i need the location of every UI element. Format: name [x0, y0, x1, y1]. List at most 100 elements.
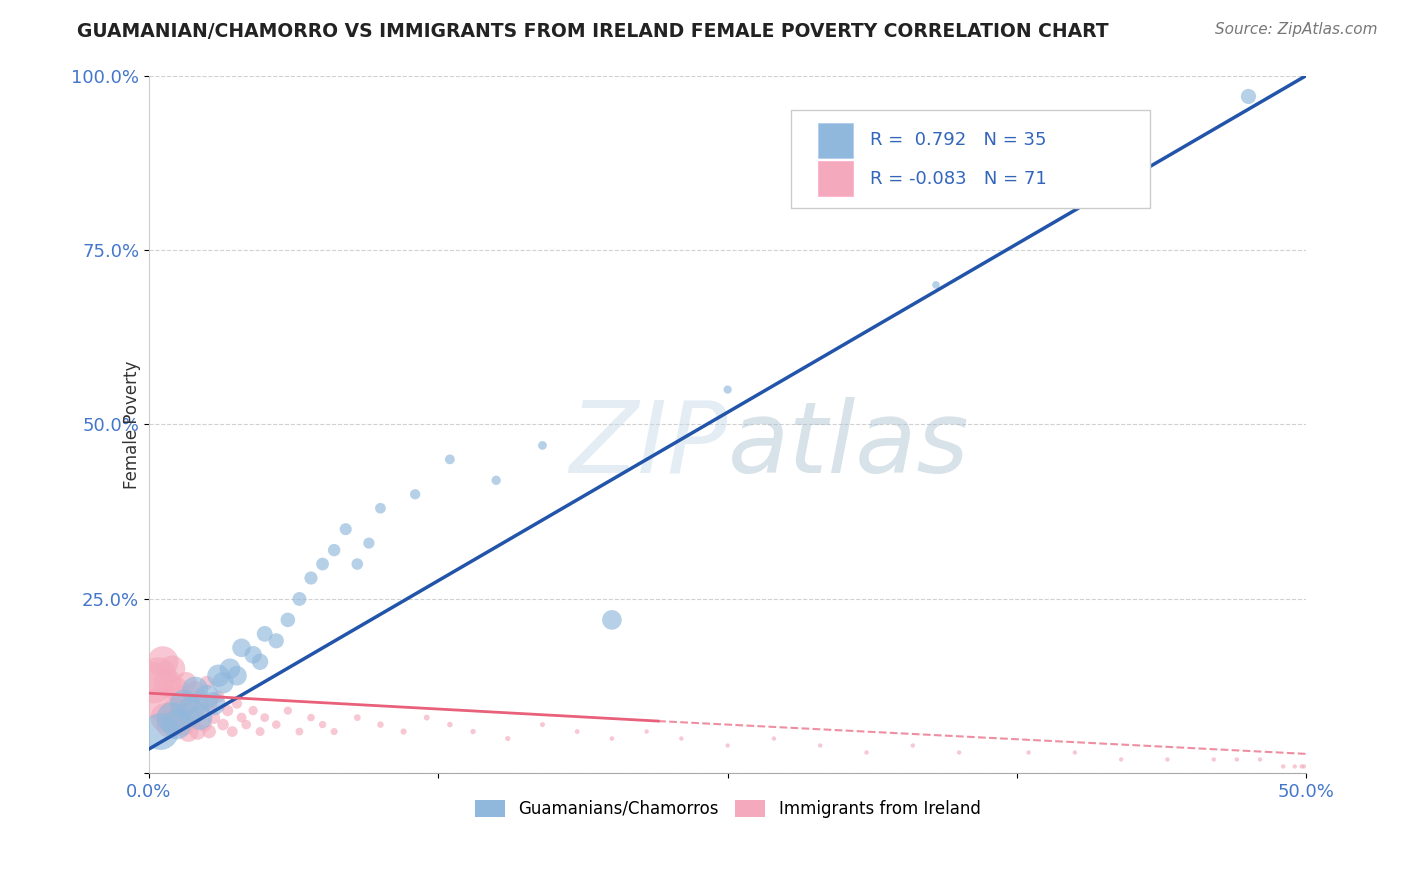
Point [1237, 89, 1260, 103]
Point [496, 731, 519, 746]
Point [231, 710, 253, 724]
Point [346, 557, 368, 571]
Point [253, 627, 276, 641]
Point [636, 724, 658, 739]
Point [277, 613, 299, 627]
Point [762, 731, 785, 746]
Point [277, 704, 299, 718]
FancyBboxPatch shape [818, 161, 852, 196]
Point [901, 739, 924, 753]
Point [170, 690, 193, 704]
Point [188, 710, 211, 724]
Point [193, 717, 215, 731]
Point [1018, 746, 1040, 760]
Point [1226, 752, 1249, 766]
Point [717, 739, 740, 753]
Point [242, 704, 264, 718]
Point [167, 710, 190, 724]
Point [217, 704, 239, 718]
Point [207, 669, 229, 683]
Point [404, 487, 426, 501]
Point [299, 710, 322, 724]
Point [191, 704, 214, 718]
Point [226, 669, 249, 683]
Point [671, 731, 693, 746]
Point [288, 724, 311, 739]
Point [159, 717, 181, 731]
Point [323, 543, 346, 558]
Point [195, 675, 218, 690]
Point [188, 690, 211, 704]
Point [219, 662, 242, 676]
Point [152, 655, 174, 669]
Point [531, 717, 554, 731]
Point [148, 669, 170, 683]
Point [142, 675, 165, 690]
Point [1249, 752, 1271, 766]
Point [187, 724, 209, 739]
Point [439, 452, 461, 467]
Point [184, 682, 207, 697]
Point [166, 682, 188, 697]
Point [173, 697, 195, 711]
Point [202, 710, 225, 724]
Point [163, 704, 186, 718]
Text: R = -0.083   N = 71: R = -0.083 N = 71 [870, 169, 1046, 188]
Text: R =  0.792   N = 35: R = 0.792 N = 35 [870, 131, 1046, 150]
Point [461, 724, 484, 739]
Point [370, 501, 392, 516]
Point [249, 724, 271, 739]
Point [202, 697, 225, 711]
Point [235, 717, 257, 731]
Point [180, 704, 202, 718]
Point [149, 724, 172, 739]
Point [855, 746, 877, 760]
Point [226, 697, 249, 711]
Point [925, 277, 948, 292]
Point [207, 690, 229, 704]
Point [439, 717, 461, 731]
Point [1109, 752, 1132, 766]
Point [200, 697, 222, 711]
Point [717, 383, 740, 397]
Point [173, 717, 195, 731]
Legend: Guamanians/Chamorros, Immigrants from Ireland: Guamanians/Chamorros, Immigrants from Ir… [468, 793, 987, 824]
Point [253, 710, 276, 724]
Point [346, 710, 368, 724]
Point [160, 662, 183, 676]
Point [231, 640, 253, 655]
Point [181, 710, 204, 724]
Point [212, 675, 235, 690]
Point [311, 717, 333, 731]
Text: GUAMANIAN/CHAMORRO VS IMMIGRANTS FROM IRELAND FEMALE POVERTY CORRELATION CHART: GUAMANIAN/CHAMORRO VS IMMIGRANTS FROM IR… [77, 22, 1109, 41]
Point [195, 690, 218, 704]
Point [948, 746, 970, 760]
Point [357, 536, 380, 550]
Point [323, 724, 346, 739]
Point [149, 697, 172, 711]
Point [180, 697, 202, 711]
Point [198, 724, 221, 739]
Text: Source: ZipAtlas.com: Source: ZipAtlas.com [1215, 22, 1378, 37]
Point [249, 655, 271, 669]
Point [1272, 759, 1295, 773]
Point [174, 675, 197, 690]
Point [299, 571, 322, 585]
Point [153, 710, 176, 724]
Point [184, 682, 207, 697]
Point [288, 591, 311, 606]
Point [160, 710, 183, 724]
Point [221, 724, 243, 739]
Point [416, 710, 439, 724]
Point [600, 731, 623, 746]
Text: atlas: atlas [728, 397, 969, 494]
FancyBboxPatch shape [792, 111, 1150, 208]
Point [485, 473, 508, 487]
Point [392, 724, 415, 739]
Point [370, 717, 392, 731]
Point [335, 522, 357, 536]
Point [166, 717, 188, 731]
Point [212, 717, 235, 731]
Point [156, 675, 179, 690]
Point [311, 557, 333, 571]
